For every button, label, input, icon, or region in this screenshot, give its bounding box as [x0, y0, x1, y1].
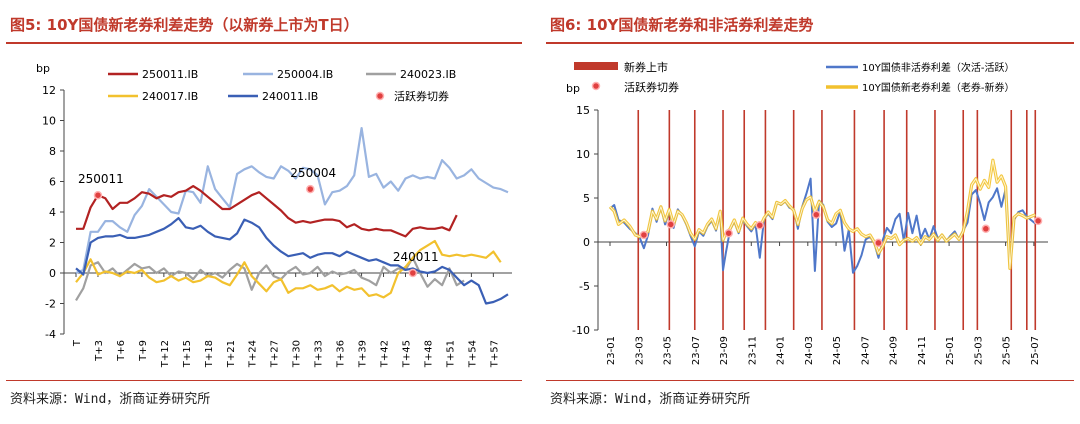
x-tick-label: T+57 [489, 340, 500, 368]
y-tick-label: 2 [49, 237, 56, 250]
figure-5-chart: bp -4 -2 0 2 4 6 8 10 12 T T+3 T+6 T+9 T+12 T+15 T+18 T+2… [36, 62, 512, 368]
x-tick-label: T+3 [94, 340, 105, 362]
x-tick-label: T+54 [467, 340, 478, 368]
x-tick-label: 23-09 [719, 336, 730, 365]
figure-6-panel: 图6: 10Y国债新老券和非活券利差走势 bp -10 -5 0 5 10 15 23-01 2… [540, 0, 1080, 424]
x-tick-label: T+48 [423, 340, 434, 368]
y-tick-label: 15 [576, 104, 590, 117]
legend-swatch-switch [375, 91, 385, 101]
figure-5-bottom-rule [6, 380, 522, 381]
switch-marker [755, 221, 765, 230]
figure-5-top-rule [6, 42, 522, 44]
x-tick-label: T+51 [445, 340, 456, 368]
x-tick-label: 24-11 [917, 336, 928, 365]
switch-marker [724, 228, 733, 238]
legend-label-newold: 10Y国债新老券利差（老券-新券） [862, 81, 1014, 94]
figure-6-top-rule [546, 42, 1074, 44]
figure-6-chart: bp -10 -5 0 5 10 15 23-01 23-03 23-05 23-07 23-09 23… [566, 60, 1048, 365]
series-line-250011 [76, 185, 458, 238]
y-axis-unit: bp [36, 62, 50, 75]
figure-6-bottom-rule [546, 380, 1074, 381]
switch-marker [306, 184, 315, 194]
x-tick-label: T+15 [182, 340, 193, 368]
y-tick-label: 8 [49, 145, 56, 158]
legend-label-240023: 240023.IB [400, 68, 456, 81]
series-line-240023 [75, 256, 465, 301]
switch-marker [639, 230, 649, 240]
switch-marker-label: 250004 [290, 166, 336, 180]
x-tick-label: T+42 [380, 340, 391, 368]
series-line-250004 [75, 126, 509, 275]
series-line-240017 [75, 239, 502, 299]
x-tick-label: T+6 [116, 340, 127, 362]
x-tick-label: 24-07 [860, 336, 871, 365]
x-tick-label: T+27 [270, 340, 281, 368]
x-tick-label: 25-07 [1030, 336, 1041, 365]
y-tick-label: 4 [49, 206, 56, 219]
x-tick-label: T+30 [292, 340, 303, 368]
x-tick-label: T+39 [358, 340, 369, 368]
x-tick-label: 25-03 [973, 336, 984, 365]
legend-label-240011: 240011.IB [262, 90, 318, 103]
x-tick-label: 23-05 [663, 336, 674, 365]
y-tick-label: -5 [579, 280, 590, 293]
legend-label-listing: 新券上市 [624, 60, 668, 74]
y-tick-label: 10 [42, 115, 56, 128]
figure-5-panel: 图5: 10Y国债新老券利差走势（以新券上市为T日） bp -4 -2 0 2 4 6 8 10… [0, 0, 528, 424]
y-tick-label: -4 [45, 328, 56, 341]
legend-swatch-listing [574, 62, 618, 70]
switch-marker-label: 240011 [393, 250, 439, 264]
y-tick-label: 5 [583, 192, 590, 205]
y-axis-unit: bp [566, 82, 580, 95]
x-tick-label: T+18 [204, 340, 215, 368]
legend-swatch-switch [591, 81, 601, 91]
x-tick-label: 23-01 [606, 336, 617, 365]
y-tick-label: -10 [572, 324, 590, 337]
x-tick-label: T+24 [248, 340, 259, 368]
series-line-240011 [75, 217, 509, 305]
switch-marker [981, 224, 991, 234]
legend-label-250004: 250004.IB [277, 68, 333, 81]
switch-marker [812, 210, 821, 219]
switch-marker-label: 250011 [78, 172, 124, 186]
switch-marker [1033, 216, 1043, 226]
switch-marker [666, 220, 676, 229]
switch-marker [874, 238, 883, 248]
x-tick-label: T+45 [401, 340, 412, 368]
figure-5-title: 图5: 10Y国债新老券利差走势（以新券上市为T日） [10, 16, 359, 34]
switch-marker [408, 268, 418, 278]
legend-label-250011: 250011.IB [142, 68, 198, 81]
y-tick-label: -2 [45, 298, 56, 311]
x-tick-label: 23-07 [691, 336, 702, 365]
x-tick-label: 25-05 [1002, 336, 1013, 365]
x-tick-label: 24-03 [804, 336, 815, 365]
y-tick-label: 0 [583, 236, 590, 249]
x-tick-label: 23-11 [747, 336, 758, 365]
x-tick-label: T [72, 339, 83, 347]
x-tick-label: 24-09 [889, 336, 900, 365]
y-tick-label: 12 [42, 84, 56, 97]
x-tick-label: T+9 [138, 340, 149, 362]
legend-label-switch: 活跃券切券 [624, 80, 679, 94]
x-tick-label: T+12 [160, 340, 171, 368]
x-tick-label: 24-01 [776, 336, 787, 365]
legend-label-switch: 活跃券切券 [394, 89, 449, 103]
x-tick-label: 24-05 [832, 336, 843, 365]
x-tick-label: T+33 [314, 340, 325, 368]
x-tick-label: T+21 [226, 340, 237, 368]
y-tick-label: 0 [49, 267, 56, 280]
x-tick-label: 25-01 [945, 336, 956, 365]
x-tick-label: 23-03 [634, 336, 645, 365]
legend-label-240017: 240017.IB [142, 90, 198, 103]
figure-6-source: 资料来源：Wind，浙商证券研究所 [550, 392, 751, 407]
figure-6-title: 图6: 10Y国债新老券和非活券利差走势 [550, 16, 814, 34]
y-tick-label: 10 [576, 148, 590, 161]
y-tick-label: 6 [49, 176, 56, 189]
switch-marker [93, 190, 103, 200]
figure-5-source: 资料来源：Wind，浙商证券研究所 [10, 392, 211, 407]
legend-label-nonactive: 10Y国债非活券利差（次活-活跃） [862, 61, 1014, 74]
x-tick-label: T+36 [336, 340, 347, 368]
series-line-newold-inner [609, 159, 1036, 269]
